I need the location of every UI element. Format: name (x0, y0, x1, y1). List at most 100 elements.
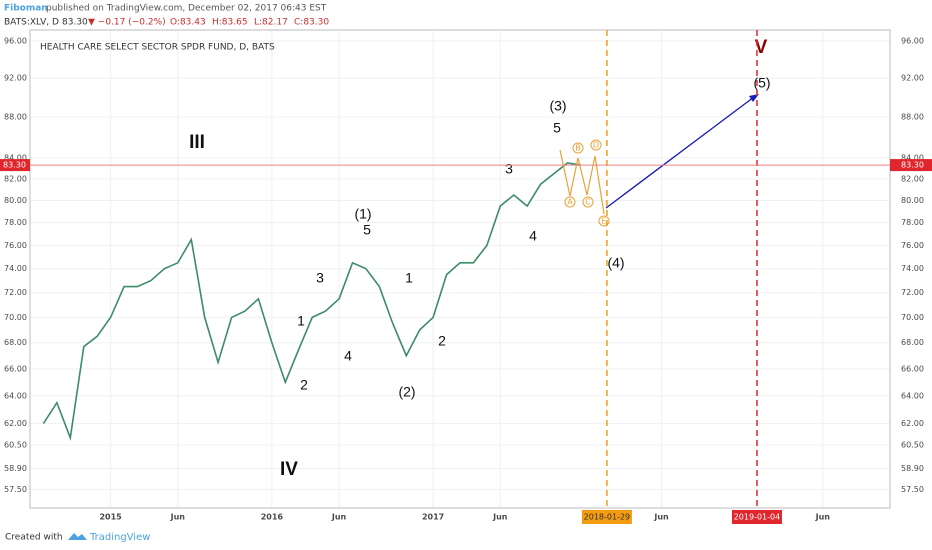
y-tick-label: 60.50 (4, 441, 27, 450)
annotation: 5 (363, 222, 371, 238)
y-tick-label: 80.00 (4, 196, 27, 205)
wave-label: E (601, 217, 606, 226)
y-tick-label: 74.00 (901, 264, 924, 273)
annotation: III (189, 132, 205, 153)
y-tick-label: 72.00 (901, 288, 924, 297)
published: published on TradingView.com, December 0… (46, 4, 327, 14)
x-tick-label: Jun (170, 513, 186, 522)
annotation: (3) (549, 98, 566, 114)
projection-arrow (605, 96, 755, 209)
logo (68, 533, 87, 540)
y-tick-label: 58.90 (4, 464, 27, 473)
wave-label: B (575, 144, 581, 153)
y-tick-label: 66.00 (4, 364, 27, 373)
annotation: 2 (300, 377, 308, 393)
x-tick-label: Jun (653, 513, 669, 522)
y-tick-label: 57.50 (4, 485, 27, 494)
annotation: (2) (398, 384, 415, 400)
y-tick-label: 92.00 (4, 74, 27, 83)
y-tick-label: 72.00 (4, 288, 27, 297)
price-label: 83.30 (901, 161, 924, 170)
annotation: 5 (553, 120, 561, 136)
x-tick-label: 2015 (99, 513, 122, 522)
y-tick-label: 76.00 (901, 241, 924, 250)
annotation: (1) (354, 206, 371, 222)
y-tick-label: 82.00 (901, 174, 924, 183)
annotation: V (755, 37, 768, 58)
x-tick-label: 2019-01-04 (734, 513, 781, 522)
annotation: 4 (344, 348, 352, 364)
plot (30, 30, 890, 508)
y-tick-label: 62.00 (4, 419, 27, 428)
annotation: 2 (438, 333, 446, 349)
price-label-box (0, 159, 30, 172)
x-tick-label: Jun (492, 513, 508, 522)
abcde-wave (559, 149, 605, 215)
high: H:83.65 (212, 18, 248, 28)
y-tick-label: 76.00 (4, 241, 27, 250)
author: Fiboman (4, 4, 48, 14)
x-tick-label: Jun (331, 513, 347, 522)
close: C:83.30 (294, 18, 329, 28)
annotation: (4) (607, 255, 624, 271)
wave-circles (564, 139, 610, 227)
y-tick-label: 84.00 (4, 153, 27, 162)
y-tick-label: 60.50 (901, 441, 924, 450)
chart-title: HEALTH CARE SELECT SECTOR SPDR FUND, D, … (40, 43, 275, 53)
y-tick-label: 70.00 (901, 313, 924, 322)
annotation: 4 (529, 228, 537, 244)
wave-label: C (585, 198, 591, 207)
y-tick-label: 64.00 (901, 391, 924, 400)
x-tick-label: Jun (815, 513, 831, 522)
x-tick-label: 2017 (422, 513, 444, 522)
y-tick-label: 57.50 (901, 485, 924, 494)
footer-brand: TradingView (89, 532, 150, 543)
price-label: 83.30 (3, 161, 26, 170)
y-tick-label: 88.00 (4, 113, 27, 122)
footer-created: Created with (5, 533, 63, 543)
y-tick-label: 62.00 (901, 419, 924, 428)
x-tick-label: 2016 (261, 513, 284, 522)
open: O:83.43 (170, 18, 206, 28)
y-tick-label: 92.00 (901, 74, 924, 83)
annotation: 3 (505, 161, 513, 177)
wave-label: A (567, 198, 573, 207)
y-tick-label: 88.00 (901, 113, 924, 122)
change: ▼ −0.17 (−0.2%) (88, 18, 166, 28)
y-tick-label: 96.00 (901, 36, 924, 45)
y-tick-label: 84.00 (901, 153, 924, 162)
y-tick-label: 66.00 (901, 364, 924, 373)
y-tick-label: 78.00 (901, 218, 924, 227)
price-label-box (890, 159, 932, 172)
annotation: (5) (753, 75, 770, 91)
y-tick-label: 68.00 (901, 338, 924, 347)
annotation: 3 (316, 270, 324, 286)
y-tick-label: 78.00 (4, 218, 27, 227)
symbol: BATS:XLV, D (4, 18, 59, 28)
y-tick-label: 82.00 (4, 174, 27, 183)
annotation: IV (280, 459, 298, 480)
wave-label: D (593, 141, 599, 150)
annotation: 1 (297, 313, 305, 329)
circle (564, 196, 576, 208)
price: 83.30 (62, 18, 88, 28)
y-tick-label: 68.00 (4, 338, 27, 347)
x-label-box (581, 510, 632, 524)
circle (590, 139, 602, 151)
y-tick-label: 96.00 (4, 36, 27, 45)
circle (572, 142, 584, 154)
price-line (42, 162, 582, 441)
circle (582, 196, 594, 208)
x-tick-label: 2018-01-29 (584, 513, 631, 522)
low: L:82.17 (254, 18, 288, 28)
y-tick-label: 80.00 (901, 196, 924, 205)
plot-frame (29, 29, 891, 509)
annotation: 1 (405, 270, 413, 286)
y-tick-label: 64.00 (4, 391, 27, 400)
x-label-box (731, 510, 782, 524)
y-tick-label: 70.00 (4, 313, 27, 322)
y-tick-label: 58.90 (901, 464, 924, 473)
y-tick-label: 74.00 (4, 264, 27, 273)
